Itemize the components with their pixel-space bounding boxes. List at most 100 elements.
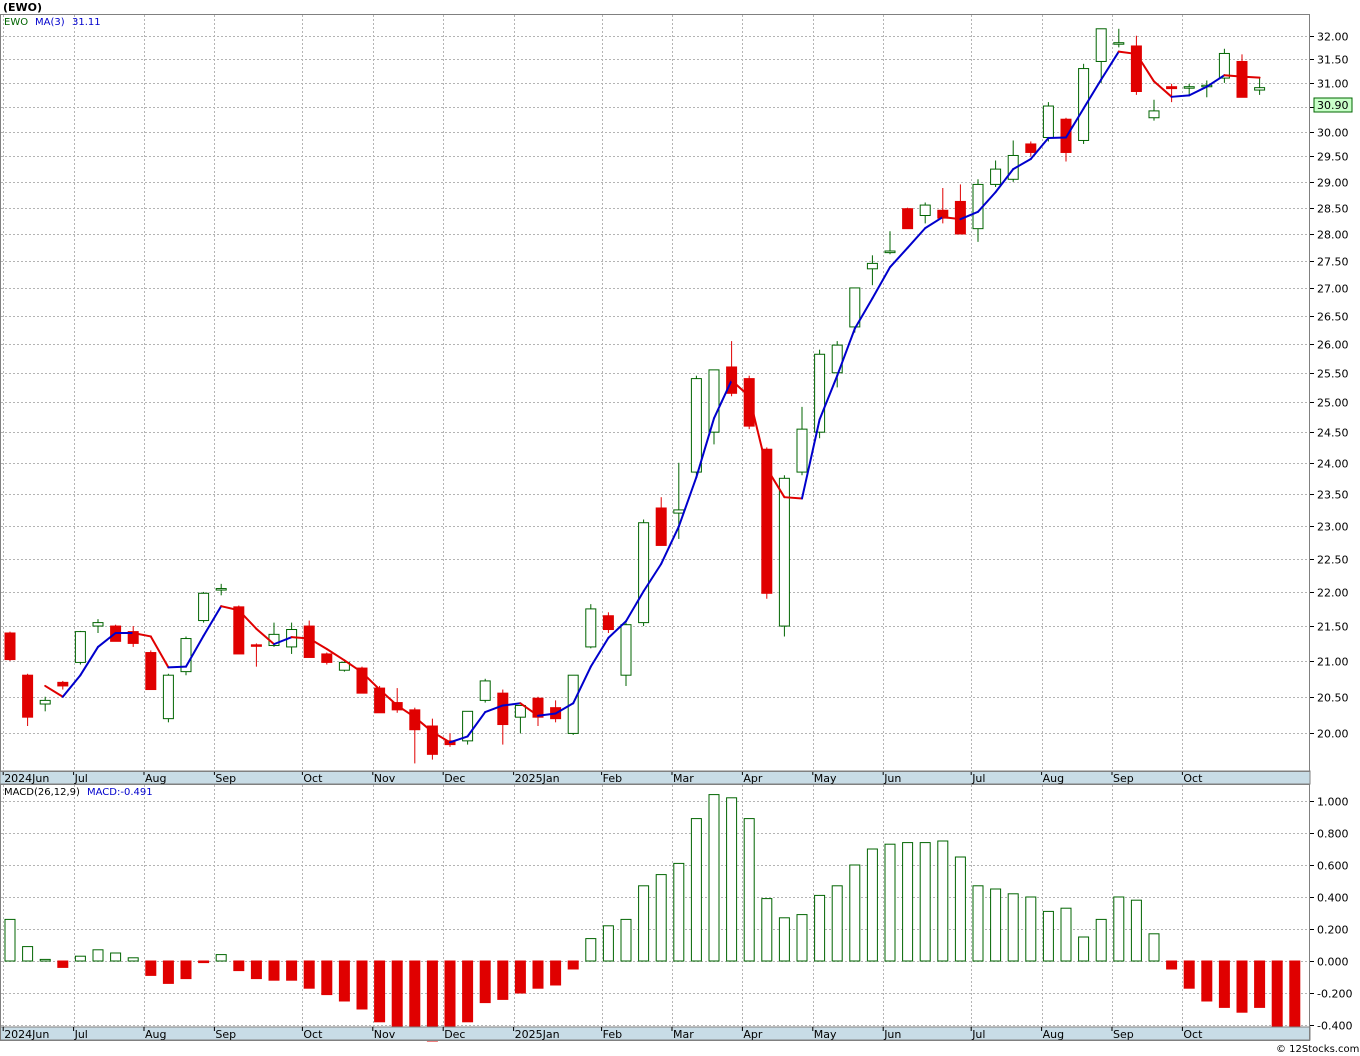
candle-body — [814, 353, 826, 433]
price-x-axis: 2024Jun Jul Aug Sep Oct Nov Dec 2025Jan Feb Mar Ap… — [0, 770, 1311, 785]
ma-segment — [449, 735, 469, 744]
candle-body — [514, 704, 526, 718]
macd-bar — [22, 946, 34, 962]
macd-bar — [479, 960, 491, 1004]
ma-segment — [1012, 157, 1032, 171]
candle-body — [321, 653, 333, 663]
price-tick-label: 22.50 — [1317, 554, 1349, 567]
price-tick-label: 22.00 — [1317, 587, 1349, 600]
ma-segment — [325, 648, 346, 662]
macd-bar — [127, 957, 139, 962]
candle-body — [215, 588, 227, 591]
macd-bar — [620, 918, 632, 962]
price-tick-label: 27.50 — [1317, 256, 1349, 269]
macd-bar — [585, 938, 597, 962]
macd-bar — [356, 960, 368, 1010]
macd-bar — [954, 856, 966, 962]
ma-segment — [642, 562, 663, 593]
macd-bar — [374, 960, 386, 1023]
candle-body — [638, 522, 650, 624]
last-price-tag-box — [1313, 97, 1353, 113]
macd-bar — [831, 885, 843, 962]
candle-body — [39, 699, 51, 705]
price-tick-label: 21.00 — [1317, 656, 1349, 669]
macd-bar — [110, 952, 122, 962]
candle-body — [884, 250, 896, 254]
ma-segment — [343, 659, 363, 674]
price-tick-label: 25.50 — [1317, 368, 1349, 381]
ma-segment — [889, 246, 909, 269]
macd-bar — [338, 960, 350, 1002]
ma-segment — [290, 636, 311, 640]
ma-segment — [1170, 94, 1191, 98]
price-tick-label: 24.00 — [1317, 458, 1349, 471]
ma-segment — [1135, 52, 1155, 83]
candle-body — [866, 262, 878, 270]
price-legend-symbol: EWO — [4, 17, 28, 28]
macd-bar — [1042, 910, 1054, 962]
ma-segment — [959, 210, 979, 221]
candle-body — [1166, 86, 1178, 90]
candle-body — [127, 631, 139, 644]
ma-segment — [519, 702, 539, 717]
macd-bar — [814, 894, 826, 962]
price-tick-label: 31.00 — [1317, 78, 1349, 91]
macd-bar — [902, 842, 914, 962]
macd-bar — [1130, 899, 1142, 962]
ma-legend-value: 31.11 — [72, 17, 101, 28]
x-tick-label: May — [814, 1028, 837, 1041]
ma-segment — [994, 168, 1015, 194]
candle-body — [374, 687, 386, 714]
candle-body — [673, 509, 685, 514]
macd-bar — [602, 925, 614, 962]
ma-segment — [1223, 74, 1243, 78]
ma-segment — [132, 631, 152, 638]
ma-segment — [713, 379, 733, 420]
ma-segment — [1100, 50, 1120, 81]
x-tick-label: Aug — [1043, 1028, 1064, 1041]
x-tick-label: Jul — [74, 1028, 88, 1041]
macd-bar — [1201, 960, 1213, 1002]
x-tick-label: Aug — [1043, 772, 1064, 785]
macd-bar — [391, 960, 403, 1029]
price-tick-label: 26.50 — [1317, 311, 1349, 324]
price-tick-label: 23.00 — [1317, 521, 1349, 534]
ma-segment — [977, 191, 997, 213]
ma-segment — [361, 671, 381, 691]
macd-tick-label: -0.400 — [1317, 1020, 1352, 1033]
ma-segment — [220, 605, 240, 612]
macd-bar — [726, 797, 738, 962]
macd-bar — [409, 960, 421, 1039]
price-tick-label: 21.50 — [1317, 621, 1349, 634]
candle-body — [250, 644, 262, 647]
macd-bar — [1148, 933, 1160, 962]
ma-segment — [237, 609, 258, 630]
ma-segment — [941, 216, 962, 221]
candle-body — [356, 667, 368, 694]
x-tick-label: 2025Jan — [515, 1028, 560, 1041]
macd-bar — [1271, 960, 1283, 1029]
macd-bar — [761, 898, 773, 962]
macd-bar — [57, 960, 69, 968]
macd-bar — [268, 960, 280, 981]
ma-segment — [79, 645, 99, 677]
price-tick-label: 29.00 — [1317, 177, 1349, 190]
ma-segment — [1205, 74, 1226, 88]
macd-bar — [215, 954, 227, 962]
ma-segment — [44, 684, 64, 698]
macd-bar — [92, 949, 104, 962]
ma-segment — [1153, 80, 1173, 98]
ma-segment — [1029, 136, 1050, 160]
ma-segment — [607, 620, 627, 639]
macd-bar — [655, 874, 667, 962]
ma-segment — [396, 704, 416, 719]
moving-average-line — [44, 50, 1261, 744]
candle-body — [1148, 110, 1160, 119]
candle-body — [761, 448, 773, 594]
price-tick-label: 28.00 — [1317, 229, 1349, 242]
ma-segment — [924, 216, 944, 230]
macd-bar — [532, 960, 544, 989]
x-tick-label: Nov — [374, 772, 396, 785]
macd-bar — [1078, 936, 1090, 962]
price-tick-label: 26.00 — [1317, 339, 1349, 352]
